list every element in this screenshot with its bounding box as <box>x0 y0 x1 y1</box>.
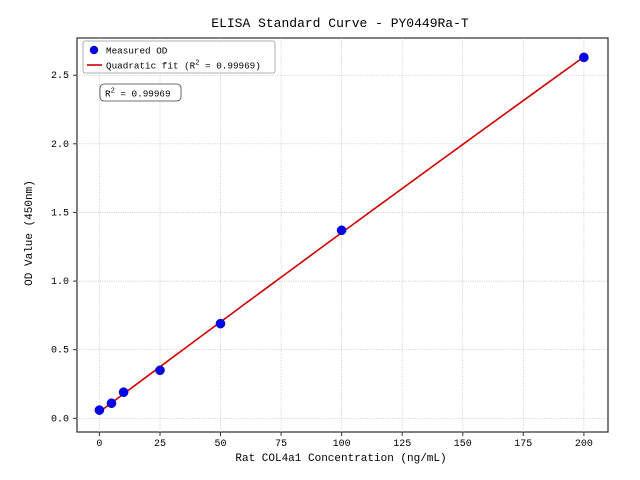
svg-text:1.0: 1.0 <box>51 277 69 288</box>
svg-text:50: 50 <box>214 439 226 450</box>
svg-text:125: 125 <box>393 439 411 450</box>
svg-text:2.5: 2.5 <box>51 71 69 82</box>
svg-text:ELISA Standard Curve - PY0449R: ELISA Standard Curve - PY0449Ra-T <box>211 16 469 31</box>
svg-text:1.5: 1.5 <box>51 208 69 219</box>
svg-text:2.0: 2.0 <box>51 140 69 151</box>
svg-text:0.5: 0.5 <box>51 346 69 357</box>
svg-text:Quadratic fit (R2 = 0.99969): Quadratic fit (R2 = 0.99969) <box>106 60 261 72</box>
svg-text:25: 25 <box>154 439 166 450</box>
svg-text:150: 150 <box>454 439 472 450</box>
svg-text:75: 75 <box>275 439 287 450</box>
svg-text:100: 100 <box>333 439 351 450</box>
svg-text:Measured OD: Measured OD <box>106 46 168 57</box>
svg-text:R2 = 0.99969: R2 = 0.99969 <box>105 88 171 100</box>
svg-text:Rat COL4a1 Concentration (ng/m: Rat COL4a1 Concentration (ng/mL) <box>235 453 446 465</box>
svg-text:0.0: 0.0 <box>51 414 69 425</box>
svg-text:175: 175 <box>514 439 532 450</box>
svg-text:0: 0 <box>96 439 102 450</box>
svg-text:200: 200 <box>575 439 593 450</box>
svg-text:OD Value (450nm): OD Value (450nm) <box>24 180 36 286</box>
